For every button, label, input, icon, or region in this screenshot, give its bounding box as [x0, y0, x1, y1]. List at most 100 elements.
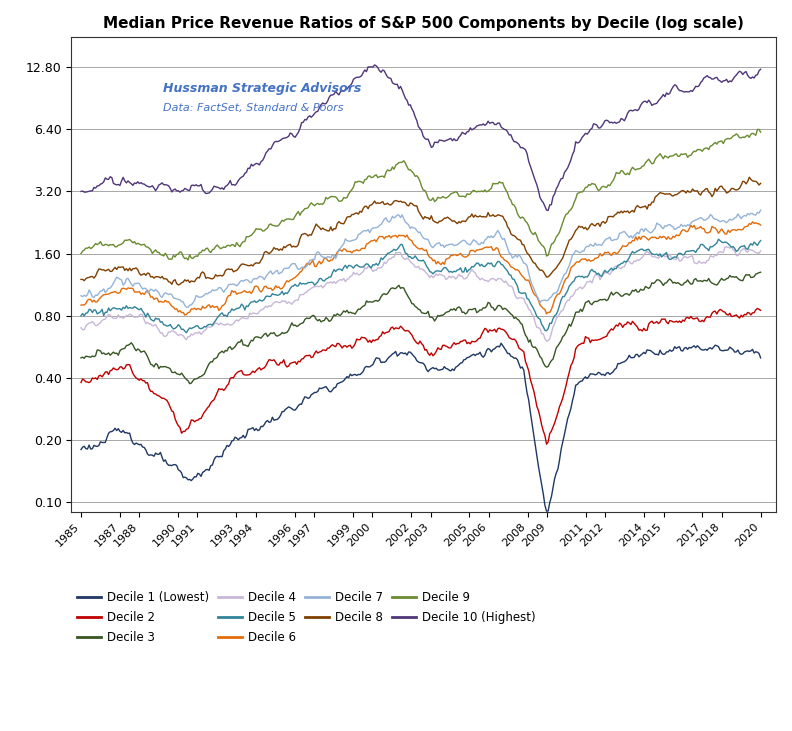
Decile 9 [183, 256, 192, 265]
Decile 9 [381, 168, 390, 177]
Decile 7 [413, 228, 423, 237]
Decile 2 [752, 304, 762, 313]
Line: Decile 3: Decile 3 [81, 272, 760, 384]
Decile 6 [729, 225, 738, 234]
Line: Decile 10 (Highest): Decile 10 (Highest) [81, 65, 760, 211]
Decile 10 (Highest) [370, 61, 379, 69]
Decile 8 [756, 179, 765, 188]
Decile 10 (Highest) [76, 187, 86, 196]
Decile 4 [756, 246, 765, 255]
Line: Decile 7: Decile 7 [81, 210, 760, 308]
Decile 3 [99, 349, 109, 357]
Decile 3 [638, 286, 647, 295]
Legend: Decile 1 (Lowest), Decile 2, Decile 3, Decile 4, Decile 5, Decile 6, Decile 7, D: Decile 1 (Lowest), Decile 2, Decile 3, D… [77, 591, 535, 645]
Decile 10 (Highest) [99, 178, 109, 186]
Decile 1 (Lowest) [756, 354, 765, 363]
Decile 4 [99, 315, 109, 324]
Decile 3 [413, 305, 423, 314]
Decile 1 (Lowest) [497, 339, 506, 348]
Decile 1 (Lowest) [379, 358, 389, 367]
Title: Median Price Revenue Ratios of S&P 500 Components by Decile (log scale): Median Price Revenue Ratios of S&P 500 C… [103, 16, 744, 31]
Decile 10 (Highest) [413, 122, 423, 131]
Decile 1 (Lowest) [639, 348, 649, 357]
Decile 5 [413, 256, 423, 265]
Decile 5 [714, 235, 723, 243]
Decile 5 [756, 236, 765, 245]
Decile 1 (Lowest) [76, 445, 86, 454]
Decile 4 [638, 253, 647, 262]
Decile 6 [638, 232, 647, 241]
Decile 7 [99, 284, 109, 293]
Decile 2 [638, 327, 647, 336]
Decile 9 [638, 162, 647, 170]
Decile 1 (Lowest) [303, 394, 313, 403]
Decile 4 [303, 286, 313, 295]
Decile 7 [756, 205, 765, 214]
Decile 8 [413, 207, 423, 216]
Decile 5 [181, 328, 191, 337]
Decile 2 [756, 306, 765, 315]
Decile 6 [305, 260, 314, 269]
Decile 9 [76, 249, 86, 258]
Decile 2 [76, 378, 86, 387]
Decile 3 [381, 290, 390, 299]
Decile 9 [305, 200, 314, 209]
Decile 6 [413, 244, 423, 253]
Decile 9 [99, 241, 109, 250]
Decile 4 [542, 337, 551, 346]
Decile 8 [99, 265, 109, 274]
Line: Decile 5: Decile 5 [81, 239, 760, 333]
Decile 6 [180, 311, 189, 319]
Decile 8 [305, 230, 314, 239]
Decile 4 [730, 246, 740, 255]
Text: Data: FactSet, Standard & Poors: Data: FactSet, Standard & Poors [163, 103, 344, 113]
Decile 8 [729, 184, 738, 193]
Decile 1 (Lowest) [99, 438, 109, 447]
Decile 2 [412, 338, 421, 347]
Decile 6 [76, 301, 86, 310]
Line: Decile 2: Decile 2 [81, 308, 760, 444]
Decile 5 [381, 251, 390, 260]
Decile 10 (Highest) [543, 206, 553, 215]
Decile 6 [381, 232, 390, 241]
Line: Decile 9: Decile 9 [81, 129, 760, 260]
Decile 7 [183, 303, 192, 312]
Decile 3 [756, 268, 765, 276]
Decile 1 (Lowest) [542, 507, 551, 515]
Decile 10 (Highest) [639, 97, 649, 106]
Decile 8 [381, 200, 390, 208]
Decile 7 [381, 213, 390, 222]
Decile 2 [729, 312, 738, 321]
Decile 3 [76, 354, 86, 363]
Decile 3 [185, 379, 194, 388]
Decile 2 [542, 440, 551, 449]
Line: Decile 8: Decile 8 [81, 177, 760, 285]
Decile 10 (Highest) [756, 65, 765, 74]
Decile 7 [638, 224, 647, 233]
Decile 9 [754, 125, 763, 134]
Decile 6 [99, 290, 109, 299]
Decile 9 [729, 132, 738, 140]
Decile 4 [379, 258, 389, 267]
Decile 3 [729, 272, 738, 281]
Decile 3 [305, 314, 314, 322]
Decile 10 (Highest) [381, 69, 390, 78]
Decile 2 [379, 330, 389, 338]
Decile 8 [744, 173, 754, 181]
Line: Decile 4: Decile 4 [81, 246, 760, 341]
Decile 5 [76, 311, 86, 320]
Decile 7 [729, 215, 738, 224]
Decile 2 [303, 352, 313, 360]
Decile 7 [76, 292, 86, 300]
Line: Decile 1 (Lowest): Decile 1 (Lowest) [81, 344, 760, 511]
Decile 10 (Highest) [303, 113, 313, 121]
Decile 6 [756, 221, 765, 230]
Decile 5 [730, 244, 740, 253]
Decile 6 [748, 218, 757, 227]
Decile 5 [305, 279, 314, 287]
Decile 5 [99, 311, 109, 320]
Decile 10 (Highest) [730, 72, 740, 81]
Decile 5 [638, 245, 647, 254]
Decile 4 [76, 323, 86, 332]
Decile 9 [756, 128, 765, 137]
